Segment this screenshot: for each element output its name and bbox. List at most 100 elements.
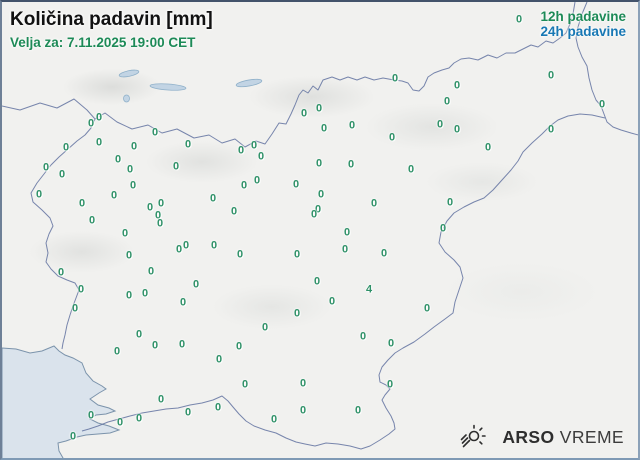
station-value: 0 (292, 178, 300, 191)
station-value: 0 (354, 404, 362, 417)
station-value: 0 (348, 119, 356, 132)
station-value: 0 (141, 287, 149, 300)
station-value: 0 (35, 188, 43, 201)
lakes (118, 69, 263, 103)
station-value: 0 (184, 406, 192, 419)
station-value: 0 (182, 239, 190, 252)
station-value: 0 (299, 377, 307, 390)
station-value: 0 (387, 337, 395, 350)
station-value: 0 (210, 239, 218, 252)
station-value: 0 (388, 131, 396, 144)
station-value: 0 (436, 118, 444, 131)
station-value: 0 (315, 157, 323, 170)
station-value: 0 (407, 163, 415, 176)
station-value: 4 (365, 283, 373, 296)
station-value: 0 (293, 248, 301, 261)
arso-vreme-logo: ARSO VREME (460, 424, 624, 450)
station-value: 0 (57, 266, 65, 279)
station-value: 0 (147, 265, 155, 278)
station-value: 0 (343, 226, 351, 239)
station-value: 0 (130, 140, 138, 153)
station-value: 0 (156, 217, 164, 230)
station-value: 0 (113, 345, 121, 358)
station-value: 0 (236, 248, 244, 261)
station-value: 0 (443, 95, 451, 108)
station-value: 0 (209, 192, 217, 205)
station-value: 0 (184, 138, 192, 151)
station-value: 0 (270, 413, 278, 426)
station-value: 0 (58, 168, 66, 181)
station-value: 0 (192, 278, 200, 291)
station-value: 0 (125, 249, 133, 262)
station-value: 0 (391, 72, 399, 85)
station-value: 0 (157, 197, 165, 210)
station-value: 0 (341, 243, 349, 256)
station-value: 0 (547, 69, 555, 82)
station-value: 0 (69, 430, 77, 443)
station-value: 0 (370, 197, 378, 210)
station-value: 0 (151, 126, 159, 139)
page-title: Količina padavin [mm] (10, 9, 213, 30)
legend-item-12h-padavine[interactable]: 12h padavine (540, 9, 626, 24)
sea-area (2, 345, 121, 458)
station-value: 0 (129, 179, 137, 192)
station-value: 0 (95, 111, 103, 124)
station-value: 0 (446, 196, 454, 209)
station-value: 0 (453, 123, 461, 136)
station-value: 0 (88, 214, 96, 227)
station-value: 0 (347, 158, 355, 171)
border-lines (2, 2, 638, 450)
brand-product-name: VREME (559, 426, 624, 447)
duration-legend: 12h padavine 24h padavine (540, 9, 626, 40)
station-value: 0 (121, 227, 129, 240)
station-value: 0 (257, 150, 265, 163)
station-value: 0 (253, 174, 261, 187)
station-value: 0 (42, 161, 50, 174)
station-value: 0 (116, 416, 124, 429)
station-value: 0 (87, 409, 95, 422)
station-value: 0 (77, 283, 85, 296)
valid-time-label: Velja za: 7.11.2025 19:00 CET (10, 34, 196, 50)
station-value: 0 (214, 401, 222, 414)
station-value: 0 (71, 302, 79, 315)
station-value: 0 (317, 188, 325, 201)
station-value: 0 (261, 321, 269, 334)
station-value: 0 (315, 102, 323, 115)
station-value: 0 (62, 141, 70, 154)
station-value: 0 (328, 295, 336, 308)
border-north (2, 2, 576, 148)
station-value: 0 (241, 378, 249, 391)
station-value: 0 (146, 201, 154, 214)
border-italy (30, 118, 96, 350)
station-value: 0 (114, 153, 122, 166)
station-value: 0 (179, 296, 187, 309)
station-value: 0 (78, 197, 86, 210)
border-hungary (575, 2, 638, 136)
station-value: 0 (300, 107, 308, 120)
station-value: 0 (237, 144, 245, 157)
station-value: 0 (235, 340, 243, 353)
station-value: 0 (293, 307, 301, 320)
station-value: 0 (215, 353, 223, 366)
station-value: 0 (154, 209, 162, 222)
station-value: 0 (178, 338, 186, 351)
map-header: Količina padavin [mm] Velja za: 7.11.202… (10, 9, 213, 50)
station-value: 0 (126, 163, 134, 176)
station-value: 0 (125, 289, 133, 302)
station-value: 0 (598, 98, 606, 111)
station-value: 0 (547, 123, 555, 136)
legend-item-24h-padavine[interactable]: 24h padavine (540, 24, 626, 40)
station-value: 0 (110, 189, 118, 202)
station-value: 0 (175, 243, 183, 256)
station-value: 0 (386, 378, 394, 391)
station-value: 0 (314, 203, 322, 216)
station-value: 0 (230, 205, 238, 218)
brand-agency: ARSO (502, 426, 555, 447)
station-value: 0 (299, 404, 307, 417)
station-value: 0 (380, 247, 388, 260)
station-value: 0 (423, 302, 431, 315)
station-value: 0 (515, 13, 523, 26)
